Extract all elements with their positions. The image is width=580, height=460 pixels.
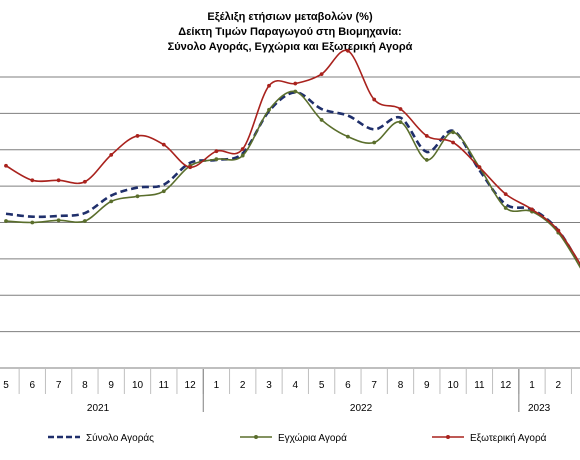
series-1-point-1 — [30, 220, 35, 225]
series-1-point-5 — [135, 194, 140, 199]
x-tick-label: 2 — [556, 380, 562, 391]
series-2-point-4 — [109, 152, 114, 157]
x-tick-label: 2 — [240, 380, 246, 391]
chart-title: Εξέλιξη ετήσιων μεταβολών (%) Δείκτη Τιμ… — [0, 10, 580, 55]
series-line-2 — [5, 49, 580, 266]
legend-label-1: Εγχώρια Αγορά — [278, 432, 347, 444]
series-2-point-0 — [4, 163, 8, 168]
series-1-point-8 — [214, 157, 219, 162]
series-1-point-10 — [267, 107, 271, 112]
x-tick-label: 9 — [108, 380, 114, 391]
x-tick-label: 7 — [56, 380, 62, 391]
series-1-point-4 — [109, 199, 114, 204]
series-1-point-16 — [424, 158, 429, 162]
x-tick-label: 6 — [345, 380, 351, 391]
series-1-point-19 — [503, 206, 508, 210]
x-tick-label: 7 — [371, 380, 377, 391]
x-tick-label: 12 — [500, 380, 512, 391]
series-2-point-18 — [477, 165, 482, 170]
x-tick-label: 12 — [185, 380, 197, 391]
chart-title-line-2: Δείκτη Τιμών Παραγωγού στη Βιομηχανία: — [178, 26, 402, 38]
series-1-point-14 — [372, 140, 377, 145]
series-layer — [4, 48, 580, 269]
legend-label-2: Εξωτερική Αγορά — [470, 432, 547, 444]
series-2-point-15 — [398, 107, 403, 111]
x-tick-label: 10 — [132, 380, 144, 391]
series-1-point-6 — [161, 189, 166, 194]
series-2-point-14 — [372, 97, 377, 102]
series-2-point-1 — [30, 178, 35, 183]
year-label: 2021 — [87, 403, 110, 414]
x-tick-label: 5 — [319, 380, 325, 391]
x-tick-label: 8 — [398, 380, 404, 391]
series-2-point-13 — [346, 48, 350, 53]
series-1-point-13 — [346, 134, 350, 139]
series-1-point-2 — [56, 218, 61, 223]
series-2-point-16 — [424, 134, 429, 138]
series-2-point-19 — [503, 192, 508, 197]
grid-lines — [0, 76, 580, 369]
series-2-point-8 — [214, 149, 219, 154]
series-2-point-7 — [188, 165, 193, 170]
series-2-point-5 — [135, 134, 140, 138]
series-1-point-12 — [319, 118, 324, 122]
x-tick-label: 11 — [474, 380, 485, 391]
series-2-point-2 — [56, 178, 61, 183]
series-1-point-0 — [4, 219, 8, 223]
x-tick-label: 11 — [159, 380, 170, 391]
series-2-point-10 — [267, 83, 271, 88]
chart-title-line-3: Σύνολο Αγοράς, Εγχώρια και Εξωτερική Αγο… — [167, 41, 413, 53]
x-tick-label: 10 — [448, 380, 460, 391]
x-tick-label: 9 — [424, 380, 430, 391]
series-2-point-20 — [530, 207, 534, 212]
series-2-point-21 — [556, 228, 561, 233]
x-tick-label: 1 — [529, 380, 535, 391]
legend-marker-2 — [446, 435, 450, 439]
series-1-point-15 — [398, 120, 403, 125]
x-axis: 5678910111212345678910111212320212022202… — [3, 369, 572, 414]
series-2-point-11 — [293, 81, 298, 86]
legend-label-0: Σύνολο Αγοράς — [86, 432, 154, 444]
x-tick-label: 5 — [3, 380, 9, 391]
series-2-point-12 — [319, 72, 324, 76]
series-2-point-9 — [240, 147, 245, 151]
series-1-point-3 — [83, 219, 87, 223]
x-tick-label: 1 — [214, 380, 220, 391]
x-tick-label: 3 — [266, 380, 272, 391]
series-1-point-11 — [293, 89, 298, 94]
year-label: 2022 — [350, 403, 373, 414]
legend-marker-1 — [254, 435, 258, 439]
series-2-point-6 — [161, 142, 166, 147]
series-1-point-17 — [451, 130, 455, 135]
x-tick-label: 8 — [82, 380, 88, 391]
legend: Σύνολο Αγοράς Εγχώρια Αγορά Εξωτερική Αγορ… — [48, 432, 547, 444]
year-label: 2023 — [528, 403, 551, 414]
series-1-point-9 — [240, 153, 245, 158]
x-tick-label: 6 — [30, 380, 36, 391]
chart-title-line-1: Εξέλιξη ετήσιων μεταβολών (%) — [207, 11, 373, 23]
series-2-point-3 — [83, 179, 87, 184]
x-tick-label: 4 — [293, 380, 299, 391]
series-2-point-17 — [451, 140, 455, 145]
